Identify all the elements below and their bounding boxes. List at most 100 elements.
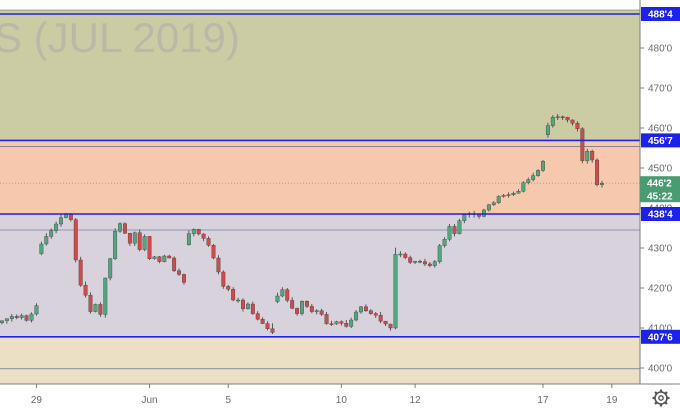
candle	[314, 309, 319, 315]
x-tick-label: 17	[537, 395, 549, 406]
candle	[182, 273, 186, 285]
candle	[245, 302, 250, 310]
candle	[408, 255, 413, 264]
candle-up	[49, 230, 54, 237]
zone-1	[0, 140, 640, 214]
candle	[398, 251, 403, 258]
y-tick-label: 480'0	[648, 44, 673, 55]
candle-up	[108, 258, 113, 279]
candle-up	[393, 254, 398, 329]
x-tick-label: 29	[31, 395, 43, 406]
candle	[88, 292, 93, 314]
candle-down	[285, 289, 290, 301]
candle	[516, 189, 521, 194]
level-tag-box	[641, 207, 680, 221]
zone-0	[0, 10, 640, 141]
candle	[452, 224, 457, 237]
candlesticks	[0, 114, 604, 334]
candle-up	[536, 170, 541, 176]
candle	[73, 218, 78, 263]
candle	[172, 256, 177, 272]
candle-up	[236, 299, 241, 302]
candle-down	[157, 256, 162, 262]
symbol-watermark: S (JUL 2019)	[0, 14, 240, 61]
candle-down	[24, 315, 29, 321]
y-tick-label: 430'0	[648, 244, 673, 255]
candle-up	[491, 202, 496, 205]
y-tick-label: 410'0	[648, 324, 673, 335]
candle-down	[137, 232, 142, 250]
candle	[427, 262, 432, 268]
x-tick-label: 10	[336, 395, 348, 406]
candle	[270, 323, 275, 334]
candle	[118, 222, 122, 233]
candle-up	[113, 231, 118, 259]
candle-up	[142, 236, 147, 250]
candle	[275, 292, 280, 304]
candle-up	[413, 261, 418, 263]
candle	[403, 252, 408, 260]
candle-down	[344, 323, 349, 327]
candle-down	[88, 295, 93, 312]
candle-down	[201, 233, 206, 239]
x-tick-label: 19	[606, 395, 618, 406]
countdown-label: 45:22	[647, 192, 673, 203]
level-lines[interactable]	[0, 13, 640, 338]
candle-up	[103, 277, 108, 315]
candle	[595, 158, 600, 187]
candle-up	[63, 214, 68, 218]
candle	[590, 149, 595, 163]
candle	[600, 180, 604, 188]
candle	[93, 303, 98, 313]
candle-down	[373, 313, 378, 316]
candle-up	[0, 320, 4, 323]
candle	[304, 300, 309, 308]
candle	[334, 320, 339, 325]
candle-down	[255, 313, 260, 320]
candle	[501, 194, 506, 198]
candle-up	[280, 289, 285, 297]
candle	[545, 122, 550, 138]
candle	[388, 323, 393, 331]
candle-down	[580, 128, 585, 161]
candle-up	[29, 313, 34, 321]
level-tags: 488'4 456'7 438'4 407'6	[641, 7, 680, 344]
candle-down	[388, 323, 393, 329]
candle	[418, 259, 422, 264]
candle	[211, 244, 216, 260]
candle	[103, 277, 108, 318]
candle	[0, 320, 4, 325]
candle-up	[191, 229, 196, 234]
candle-down	[123, 223, 127, 234]
candle-up	[442, 239, 447, 246]
candle-down	[265, 323, 270, 329]
settings-gear-icon[interactable]	[652, 389, 670, 407]
candle	[108, 258, 113, 281]
candle-down	[98, 304, 103, 315]
candle-down	[172, 257, 177, 271]
level-tag-label: 438'4	[648, 210, 673, 221]
candle-down	[167, 255, 172, 259]
candle-down	[241, 299, 245, 309]
y-tick-label: 460'0	[648, 124, 673, 135]
candle-down	[206, 238, 211, 246]
candle-up	[437, 245, 442, 262]
candle-down	[304, 301, 309, 307]
candle-up	[526, 179, 531, 183]
candle	[186, 230, 191, 246]
candle	[300, 300, 304, 316]
level-tag-box	[641, 133, 680, 148]
candle	[511, 191, 516, 196]
y-tick-label: 400'0	[648, 364, 673, 375]
candle	[496, 195, 501, 204]
candle	[491, 201, 496, 206]
candle-down	[418, 261, 422, 263]
last-price-label: 446'2	[647, 179, 672, 190]
candle	[83, 281, 88, 298]
candle	[378, 312, 383, 324]
candle	[290, 297, 295, 310]
candle-down	[363, 306, 368, 311]
time-axis[interactable]	[0, 384, 680, 411]
candle	[132, 231, 137, 246]
